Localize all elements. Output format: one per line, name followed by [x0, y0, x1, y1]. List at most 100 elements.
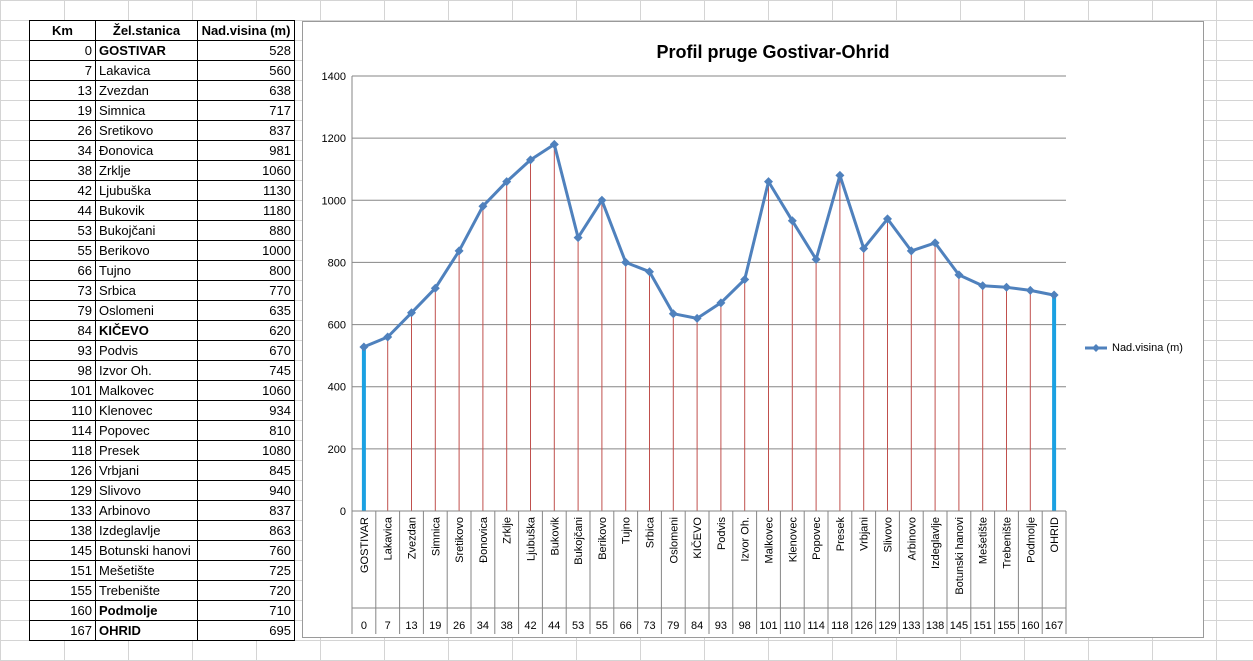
cell-station[interactable]: Bukojčani [95, 220, 198, 241]
cell-elevation[interactable]: 760 [197, 540, 295, 561]
cell-elevation[interactable]: 1000 [197, 240, 295, 261]
cell-station[interactable]: Podmolje [95, 600, 198, 621]
cell-elevation[interactable]: 981 [197, 140, 295, 161]
cell-elevation[interactable]: 635 [197, 300, 295, 321]
cell-km[interactable]: 38 [29, 160, 96, 181]
cell-km[interactable]: 42 [29, 180, 96, 201]
cell-elevation[interactable]: 1060 [197, 380, 295, 401]
cell-station[interactable]: Podvis [95, 340, 198, 361]
cell-elevation[interactable]: 725 [197, 560, 295, 581]
cell-station[interactable]: Zrklje [95, 160, 198, 181]
cell-km[interactable]: 26 [29, 120, 96, 141]
cell-km[interactable]: 167 [29, 620, 96, 641]
cell-elevation[interactable]: 837 [197, 500, 295, 521]
cell-station[interactable]: Popovec [95, 420, 198, 441]
cell-station[interactable]: Malkovec [95, 380, 198, 401]
cell-elevation[interactable]: 560 [197, 60, 295, 81]
cell-elevation[interactable]: 638 [197, 80, 295, 101]
cell-station[interactable]: Bukovik [95, 200, 198, 221]
cell-km[interactable]: 34 [29, 140, 96, 161]
cell-station[interactable]: OHRID [95, 620, 198, 641]
data-point [930, 238, 940, 248]
cell-station[interactable]: Mešetište [95, 560, 198, 581]
cell-elevation[interactable]: 1060 [197, 160, 295, 181]
cell-elevation[interactable]: 1080 [197, 440, 295, 461]
cell-station[interactable]: Lakavica [95, 60, 198, 81]
header-station[interactable]: Žel.stanica [95, 20, 198, 41]
cell-elevation[interactable]: 710 [197, 600, 295, 621]
cell-km[interactable]: 155 [29, 580, 96, 601]
cell-station[interactable]: Arbinovo [95, 500, 198, 521]
cell-km[interactable]: 73 [29, 280, 96, 301]
chart-area[interactable]: Profil pruge Gostivar-Ohrid 0 200 400 600 80… [302, 21, 1204, 638]
cell-elevation[interactable]: 934 [197, 400, 295, 421]
cell-station[interactable]: Oslomeni [95, 300, 198, 321]
cell-elevation[interactable]: 528 [197, 40, 295, 61]
cell-km[interactable]: 93 [29, 340, 96, 361]
cell-station[interactable]: Srbica [95, 280, 198, 301]
table-row: 151 Mešetište 725 [29, 560, 295, 581]
cell-station[interactable]: Vrbjani [95, 460, 198, 481]
cell-station[interactable]: Izvor Oh. [95, 360, 198, 381]
cell-km[interactable]: 98 [29, 360, 96, 381]
cell-elevation[interactable]: 800 [197, 260, 295, 281]
cell-elevation[interactable]: 940 [197, 480, 295, 501]
cell-elevation[interactable]: 745 [197, 360, 295, 381]
category-label: Simnica [430, 516, 442, 556]
cell-station[interactable]: Klenovec [95, 400, 198, 421]
cell-km[interactable]: 110 [29, 400, 96, 421]
cell-station[interactable]: Ljubuška [95, 180, 198, 201]
cell-elevation[interactable]: 695 [197, 620, 295, 641]
cell-km[interactable]: 84 [29, 320, 96, 341]
cell-km[interactable]: 138 [29, 520, 96, 541]
cell-elevation[interactable]: 837 [197, 120, 295, 141]
cell-station[interactable]: Berikovo [95, 240, 198, 261]
cell-km[interactable]: 151 [29, 560, 96, 581]
cell-station[interactable]: Presek [95, 440, 198, 461]
cell-elevation[interactable]: 717 [197, 100, 295, 121]
cell-elevation[interactable]: 810 [197, 420, 295, 441]
cell-elevation[interactable]: 863 [197, 520, 295, 541]
header-km[interactable]: Km [29, 20, 96, 41]
cell-station[interactable]: GOSTIVAR [95, 40, 198, 61]
cell-station[interactable]: Botunski hanovi [95, 540, 198, 561]
cell-station[interactable]: Zvezdan [95, 80, 198, 101]
cell-km[interactable]: 19 [29, 100, 96, 121]
cell-station[interactable]: Tujno [95, 260, 198, 281]
cell-km[interactable]: 114 [29, 420, 96, 441]
cell-km[interactable]: 129 [29, 480, 96, 501]
cell-station[interactable]: Sretikovo [95, 120, 198, 141]
cell-km[interactable]: 118 [29, 440, 96, 461]
cell-station[interactable]: Izdeglavlje [95, 520, 198, 541]
cell-km[interactable]: 7 [29, 60, 96, 81]
cell-station[interactable]: Slivovo [95, 480, 198, 501]
cell-km[interactable]: 0 [29, 40, 96, 61]
cell-elevation[interactable]: 880 [197, 220, 295, 241]
cell-km[interactable]: 66 [29, 260, 96, 281]
cell-station[interactable]: Trebenište [95, 580, 198, 601]
category-label: Mešetište [978, 517, 990, 564]
chart-title: Profil pruge Gostivar-Ohrid [656, 42, 890, 62]
cell-elevation[interactable]: 670 [197, 340, 295, 361]
cell-elevation[interactable]: 845 [197, 460, 295, 481]
header-elevation[interactable]: Nad.visina (m) [197, 20, 295, 41]
legend: Nad.visina (m) [1084, 342, 1183, 354]
cell-elevation[interactable]: 770 [197, 280, 295, 301]
cell-km[interactable]: 126 [29, 460, 96, 481]
cell-station[interactable]: Đonovica [95, 140, 198, 161]
cell-km[interactable]: 53 [29, 220, 96, 241]
cell-km[interactable]: 133 [29, 500, 96, 521]
cell-km[interactable]: 55 [29, 240, 96, 261]
cell-elevation[interactable]: 1130 [197, 180, 295, 201]
cell-km[interactable]: 145 [29, 540, 96, 561]
cell-station[interactable]: KIČEVO [95, 320, 198, 341]
cell-km[interactable]: 101 [29, 380, 96, 401]
cell-station[interactable]: Simnica [95, 100, 198, 121]
cell-elevation[interactable]: 720 [197, 580, 295, 601]
cell-elevation[interactable]: 1180 [197, 200, 295, 221]
cell-elevation[interactable]: 620 [197, 320, 295, 341]
cell-km[interactable]: 44 [29, 200, 96, 221]
cell-km[interactable]: 79 [29, 300, 96, 321]
cell-km[interactable]: 13 [29, 80, 96, 101]
cell-km[interactable]: 160 [29, 600, 96, 621]
